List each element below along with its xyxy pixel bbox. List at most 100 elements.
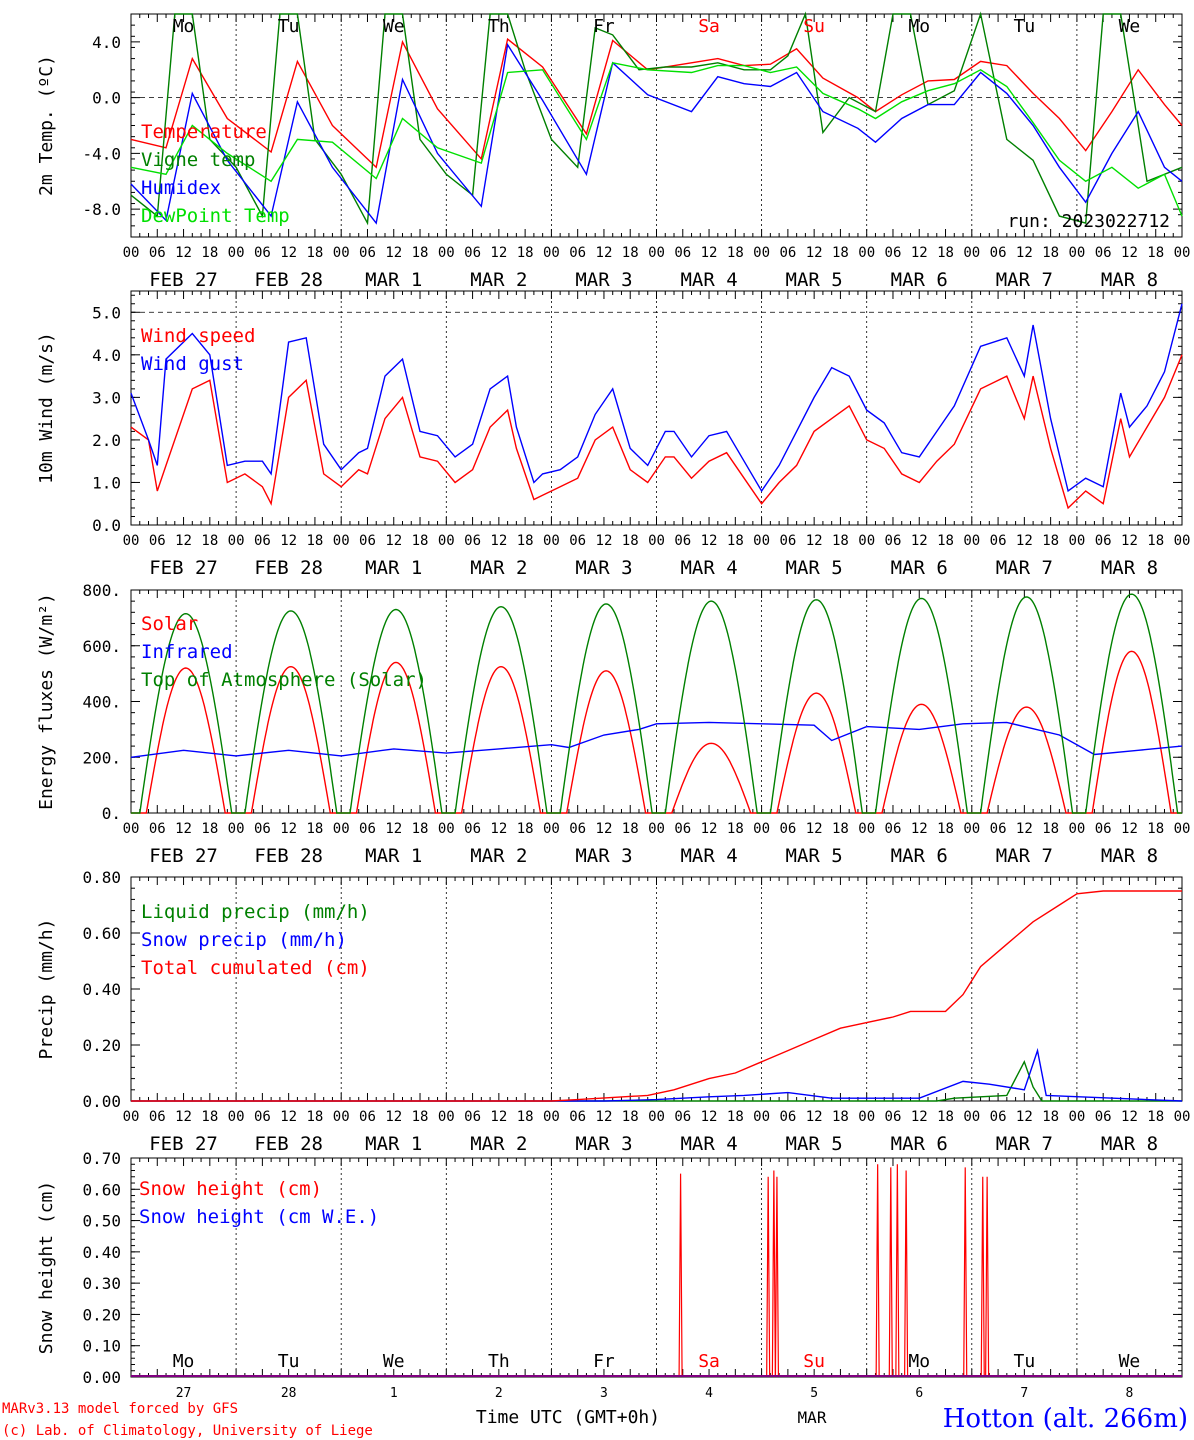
- hour-tick-label: 18: [727, 821, 744, 837]
- day-number-label: 2: [495, 1386, 503, 1401]
- hour-tick-label: 12: [1016, 1109, 1033, 1125]
- y-tick-label: 200.: [82, 748, 121, 767]
- date-label: FEB 27: [149, 1133, 218, 1155]
- hour-tick-label: 06: [464, 1109, 481, 1125]
- date-label: MAR 3: [575, 845, 632, 867]
- series-line: [130, 721, 1183, 758]
- hour-tick-label: 06: [1095, 821, 1112, 837]
- series-line: [131, 890, 1182, 1102]
- run-label: run: 2023022712: [1007, 211, 1170, 232]
- day-name-label: We: [383, 16, 405, 37]
- hour-tick-label: 18: [1042, 245, 1059, 261]
- hour-tick-label: 06: [779, 245, 796, 261]
- hour-tick-label: 12: [385, 533, 402, 549]
- day-number-label: 1: [390, 1386, 398, 1401]
- day-name-label: Sa: [698, 1351, 720, 1372]
- hour-tick-label: 00: [123, 245, 140, 261]
- hour-tick-label: 12: [385, 821, 402, 837]
- hour-tick-label: 00: [228, 245, 245, 261]
- hour-tick-label: 06: [1095, 245, 1112, 261]
- hour-tick-label: 00: [438, 821, 455, 837]
- hour-tick-label: 18: [727, 533, 744, 549]
- hour-tick-label: 18: [832, 533, 849, 549]
- hour-tick-label: 06: [779, 1109, 796, 1125]
- hour-tick-label: 00: [333, 533, 350, 549]
- hour-tick-label: 12: [280, 821, 297, 837]
- y-tick-label: 0.0: [92, 89, 121, 108]
- y-tick-label: -4.0: [82, 144, 121, 163]
- legend-entry: Liquid precip (mm/h): [141, 901, 370, 923]
- series-line: [131, 1060, 1182, 1102]
- series-line: [130, 11, 1183, 226]
- hour-tick-label: 06: [464, 821, 481, 837]
- y-tick-label: 0.60: [82, 1180, 121, 1199]
- hour-tick-label: 00: [1174, 533, 1191, 549]
- hour-tick-label: 00: [858, 533, 875, 549]
- hour-tick-label: 00: [438, 245, 455, 261]
- hour-tick-label: 12: [911, 245, 928, 261]
- station-label: Hotton (alt. 266m): [943, 1404, 1188, 1434]
- hour-tick-label: 18: [622, 245, 639, 261]
- hour-tick-label: 06: [990, 821, 1007, 837]
- hour-tick-label: 06: [359, 533, 376, 549]
- series-line: [130, 37, 1183, 169]
- y-tick-label: 800.: [82, 581, 121, 600]
- day-number-label: 8: [1126, 1386, 1134, 1401]
- series-spike: [963, 1167, 968, 1378]
- hour-tick-label: 18: [306, 821, 323, 837]
- y-tick-label: 4.0: [92, 33, 121, 52]
- hour-tick-label: 18: [306, 533, 323, 549]
- x-axis-title: Time UTC (GMT+0h): [476, 1407, 660, 1428]
- day-number-label: 4: [705, 1386, 713, 1401]
- date-label: MAR 7: [996, 269, 1053, 291]
- hour-tick-label: 00: [648, 1109, 665, 1125]
- y-tick-label: 2.0: [92, 431, 121, 450]
- y-tick-label: -8.0: [82, 200, 121, 219]
- legend-entry: Top of Atmosphere (Solar): [141, 669, 427, 691]
- legend-entry: Total cumulated (cm): [141, 957, 370, 979]
- hour-tick-label: 00: [963, 1109, 980, 1125]
- day-name-label: Mo: [173, 16, 195, 37]
- chart-panel-2: 0.0 1.0 2.0 3.0 4.0 5.0 10m Wind (m/s) Wind spe…: [36, 290, 1191, 579]
- chart-panel-1: -8.0 -4.0 0.0 4.0 2m Temp. (ºC) Temperature Vi…: [36, 11, 1190, 291]
- day-name-label: Tu: [1014, 16, 1036, 37]
- date-label: MAR 1: [365, 557, 422, 579]
- hour-tick-label: 00: [1174, 1109, 1191, 1125]
- hour-tick-label: 06: [149, 245, 166, 261]
- hour-tick-label: 00: [753, 821, 770, 837]
- date-label: MAR 5: [786, 557, 843, 579]
- hour-tick-label: 12: [490, 533, 507, 549]
- day-name-label: Fr: [593, 1351, 615, 1372]
- hour-tick-label: 18: [517, 1109, 534, 1125]
- day-name-label: Tu: [1014, 1351, 1036, 1372]
- day-name-label: Fr: [593, 16, 615, 37]
- y-tick-label: 0.00: [82, 1368, 121, 1387]
- date-label: MAR 3: [575, 557, 632, 579]
- series-line: [131, 593, 1182, 814]
- hour-tick-label: 06: [885, 245, 902, 261]
- day-name-label: Th: [488, 16, 510, 37]
- hour-tick-label: 18: [201, 533, 218, 549]
- day-number-label: 7: [1020, 1386, 1028, 1401]
- date-label: MAR 1: [365, 1133, 422, 1155]
- hour-tick-label: 12: [280, 533, 297, 549]
- y-axis-title: Snow height (cm): [36, 1181, 57, 1354]
- day-name-label: Su: [803, 16, 825, 37]
- y-tick-label: 0.50: [82, 1212, 121, 1231]
- hour-tick-label: 06: [1095, 533, 1112, 549]
- hour-tick-label: 12: [280, 245, 297, 261]
- hour-tick-label: 12: [1016, 821, 1033, 837]
- hour-tick-label: 12: [490, 1109, 507, 1125]
- hour-tick-label: 00: [228, 533, 245, 549]
- hour-tick-label: 18: [1042, 533, 1059, 549]
- date-label: MAR 5: [786, 269, 843, 291]
- day-name-label: Su: [803, 1351, 825, 1372]
- hour-tick-label: 06: [149, 821, 166, 837]
- hour-tick-label: 00: [333, 245, 350, 261]
- date-label: MAR 6: [891, 845, 948, 867]
- hour-tick-label: 12: [175, 821, 192, 837]
- hour-tick-label: 12: [806, 821, 823, 837]
- date-label: FEB 28: [254, 557, 323, 579]
- hour-tick-label: 12: [596, 821, 613, 837]
- series-spike: [771, 1170, 776, 1378]
